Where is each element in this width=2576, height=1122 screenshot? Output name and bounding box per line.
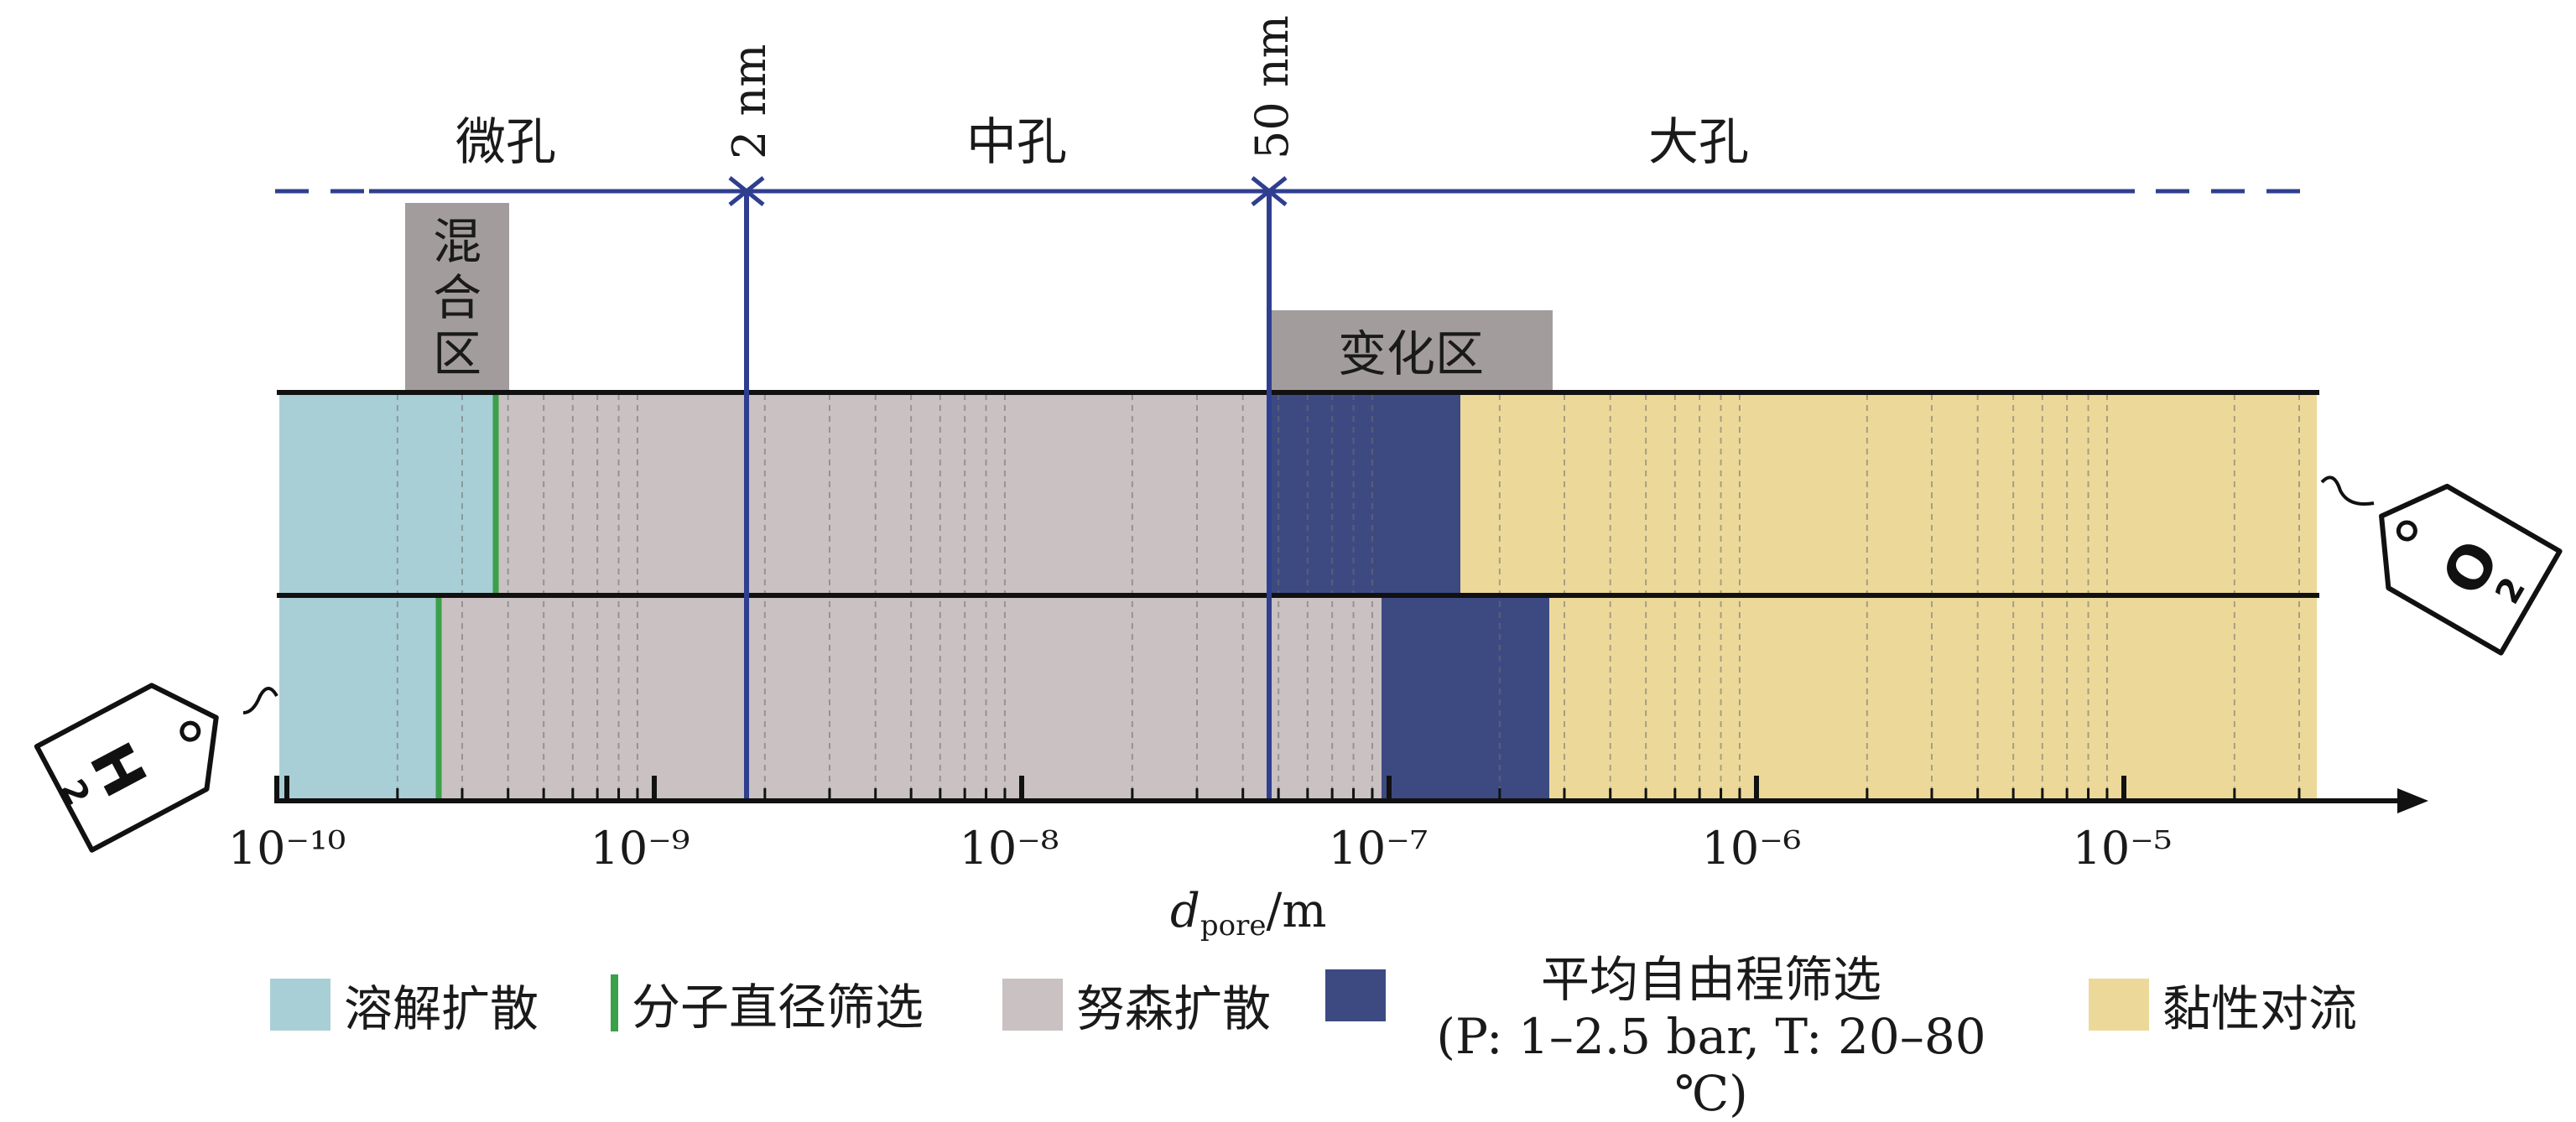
legend-item-knudsen: 努森扩散 xyxy=(1002,969,1271,1040)
legend-label-mfp: 平均自由程筛选 (P: 1–2.5 bar, T: 20–80 ℃) xyxy=(1392,951,2030,1122)
legend-label-sieving: 分子直径筛选 xyxy=(632,979,924,1036)
legend-label-viscous: 黏性对流 xyxy=(2162,980,2358,1037)
mixed-zone-char-1: 混 xyxy=(433,213,481,270)
legend-label-mfp-line1: 平均自由程筛选 xyxy=(1540,951,1881,1008)
transition-zone: 变化区 xyxy=(1269,310,1553,394)
legend-label-solution: 溶解扩散 xyxy=(344,980,539,1037)
region-macro-label: 大孔 xyxy=(1648,113,1749,172)
diagram-stage: 微孔 中孔 大孔 2 nm 50 nm 混 合 区 变化区 xyxy=(0,15,2576,1122)
mixed-zone-char-2: 合 xyxy=(433,269,481,326)
o2-band xyxy=(279,392,2317,594)
tick-label-1e-9: 10⁻⁹ xyxy=(591,822,690,875)
x-axis-minor-ticks xyxy=(284,776,2301,801)
region-meso-label: 中孔 xyxy=(966,113,1067,172)
tick-label-1e-8: 10⁻⁸ xyxy=(960,822,1059,875)
boundary-2nm-label: 2 nm xyxy=(723,44,776,159)
transport-diagram: 微孔 中孔 大孔 2 nm 50 nm 混 合 区 变化区 xyxy=(34,15,2563,943)
o2-tag: O 2 xyxy=(2320,475,2563,656)
tick-label-1e-7: 10⁻⁷ xyxy=(1329,822,1429,875)
h2-tag: H 2 xyxy=(34,683,278,853)
legend: 溶解扩散 分子直径筛选 努森扩散 平均自由程筛选 (P: 1–2.5 bar, … xyxy=(0,951,2576,1122)
boundary-50nm-label: 50 nm xyxy=(1246,15,1298,159)
x-axis-label-unit: /m xyxy=(1266,884,1326,938)
mixed-zone-char-3: 区 xyxy=(433,325,481,382)
legend-swatch-knudsen xyxy=(1002,979,1063,1031)
legend-swatch-sieving xyxy=(611,974,618,1031)
x-axis-label-sub: pore xyxy=(1200,909,1267,943)
legend-swatch-mfp xyxy=(1325,969,1386,1021)
h2-band xyxy=(279,597,2317,798)
legend-swatch-solution xyxy=(270,979,330,1031)
x-axis-label: dpore/m xyxy=(1170,884,1326,943)
mixed-zone: 混 合 区 xyxy=(405,203,509,394)
legend-label-knudsen: 努森扩散 xyxy=(1076,980,1272,1037)
legend-swatch-viscous xyxy=(2089,979,2149,1031)
x-axis xyxy=(274,776,2428,813)
legend-item-viscous: 黏性对流 xyxy=(2089,969,2357,1040)
transition-zone-label: 变化区 xyxy=(1338,325,1484,382)
x-axis-label-main: d xyxy=(1170,884,1200,938)
tick-label-1e-10: 10⁻¹⁰ xyxy=(228,822,346,875)
legend-label-mfp-line2: (P: 1–2.5 bar, T: 20–80 ℃) xyxy=(1436,1008,1986,1122)
region-micro-label: 微孔 xyxy=(455,113,556,172)
region-arrow-line xyxy=(275,176,2319,206)
legend-item-mfp xyxy=(1325,969,1399,1021)
tick-label-1e-6: 10⁻⁶ xyxy=(1702,822,1802,875)
tick-label-1e-5: 10⁻⁵ xyxy=(2073,822,2173,875)
legend-item-solution: 溶解扩散 xyxy=(270,969,539,1040)
legend-item-sieving: 分子直径筛选 xyxy=(611,968,924,1038)
